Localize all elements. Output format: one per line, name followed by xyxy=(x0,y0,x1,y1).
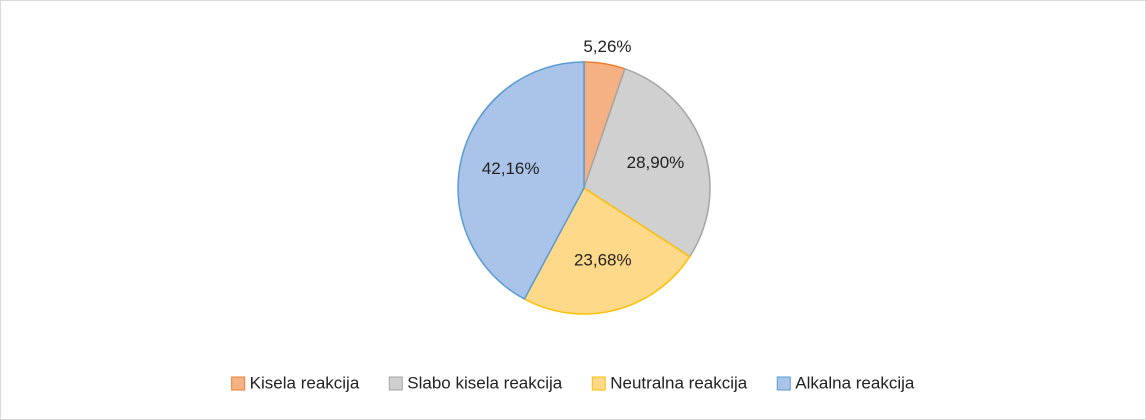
legend-label: Neutralna reakcija xyxy=(610,373,748,392)
legend-label: Slabo kisela reakcija xyxy=(407,373,563,392)
legend-label: Kisela reakcija xyxy=(250,373,360,392)
pie-slice xyxy=(457,61,585,301)
data-label: 42,16% xyxy=(482,159,540,178)
legend-swatch xyxy=(776,376,791,391)
legend-swatch xyxy=(388,376,403,391)
data-label: 23,68% xyxy=(574,251,632,270)
legend-label: Alkalna reakcija xyxy=(795,373,915,392)
pie-slice xyxy=(583,67,711,258)
legend: Kisela reakcija Slabo kisela reakcija Neut… xyxy=(231,373,915,392)
data-label: 28,90% xyxy=(627,153,685,172)
legend-swatch xyxy=(231,376,246,391)
data-label: 5,26% xyxy=(583,37,631,56)
pie-slice xyxy=(523,186,691,315)
legend-swatch xyxy=(591,376,606,391)
